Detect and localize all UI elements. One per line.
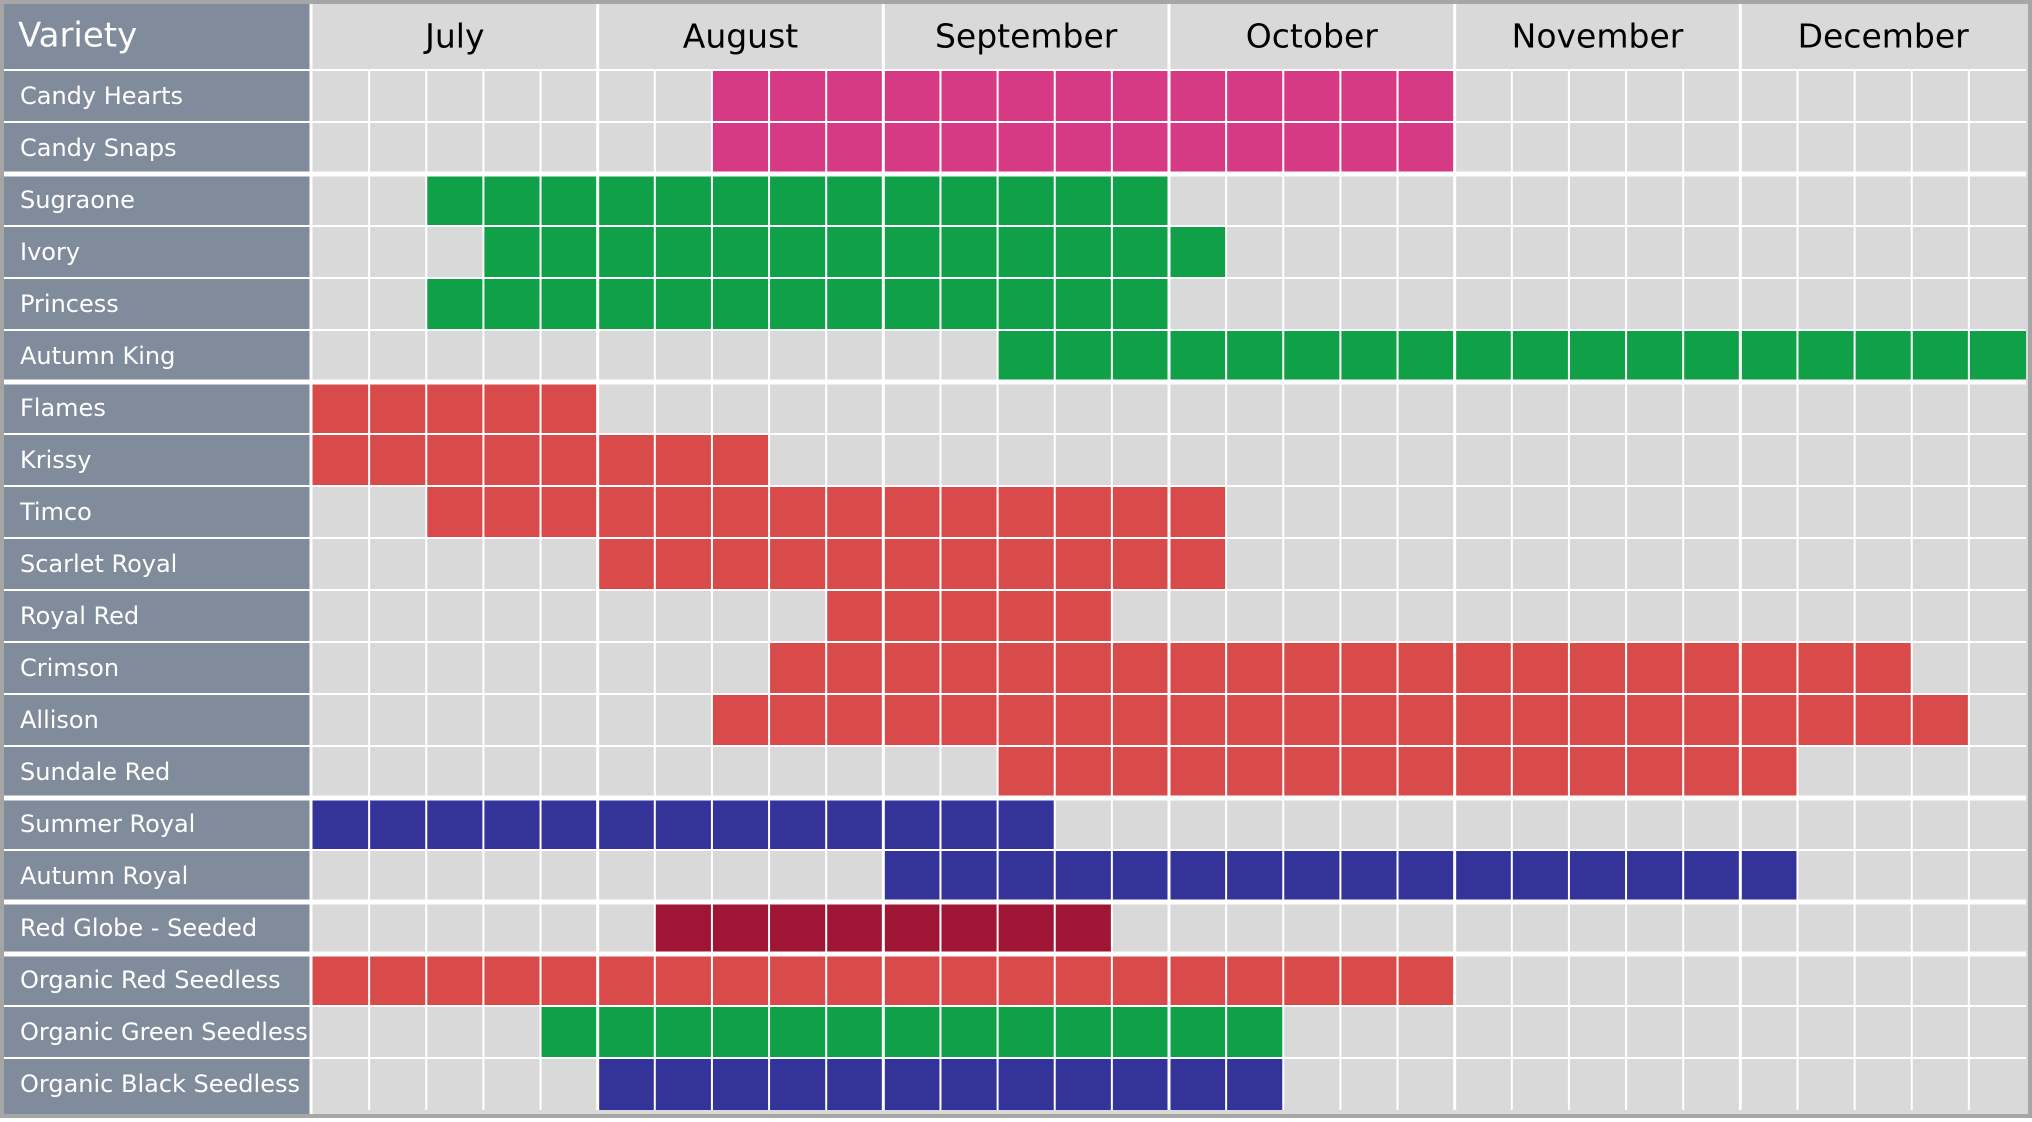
month-label: November (1512, 17, 1684, 56)
availability-span (711, 122, 1455, 174)
availability-span (312, 382, 598, 434)
variety-label: Sundale Red (20, 758, 170, 786)
availability-span (540, 1006, 1284, 1058)
variety-label: Autumn King (20, 342, 175, 370)
month-label: September (935, 17, 1118, 56)
variety-label: Flames (20, 394, 106, 422)
variety-label: Royal Red (20, 602, 139, 630)
variety-label: Red Globe - Seeded (20, 914, 257, 942)
variety-label: Summer Royal (20, 810, 195, 838)
variety-label: Princess (20, 290, 119, 318)
variety-label: Scarlet Royal (20, 550, 177, 578)
variety-label: Krissy (20, 446, 91, 474)
variety-label: Organic Green Seedless (20, 1018, 308, 1046)
variety-label: Ivory (20, 238, 80, 266)
variety-label: Organic Black Seedless (20, 1070, 300, 1098)
variety-label: Candy Hearts (20, 82, 183, 110)
availability-span (426, 174, 1169, 226)
availability-span (483, 226, 1227, 278)
label-column (4, 4, 310, 1114)
availability-span (826, 590, 1112, 642)
variety-label: Crimson (20, 654, 119, 682)
month-label: August (683, 17, 799, 56)
variety-label: Candy Snaps (20, 134, 177, 162)
month-label: December (1798, 17, 1970, 56)
variety-label: Organic Red Seedless (20, 966, 281, 994)
variety-label: Sugraone (20, 186, 135, 214)
availability-span (597, 538, 1227, 590)
availability-span (312, 798, 1055, 850)
availability-span (426, 278, 1169, 330)
availability-span (711, 70, 1455, 122)
variety-label: Autumn Royal (20, 862, 188, 890)
month-label: October (1246, 17, 1378, 56)
month-label: July (423, 17, 484, 56)
header-label: Variety (18, 16, 137, 56)
variety-label: Allison (20, 706, 99, 734)
variety-label: Timco (19, 498, 92, 526)
